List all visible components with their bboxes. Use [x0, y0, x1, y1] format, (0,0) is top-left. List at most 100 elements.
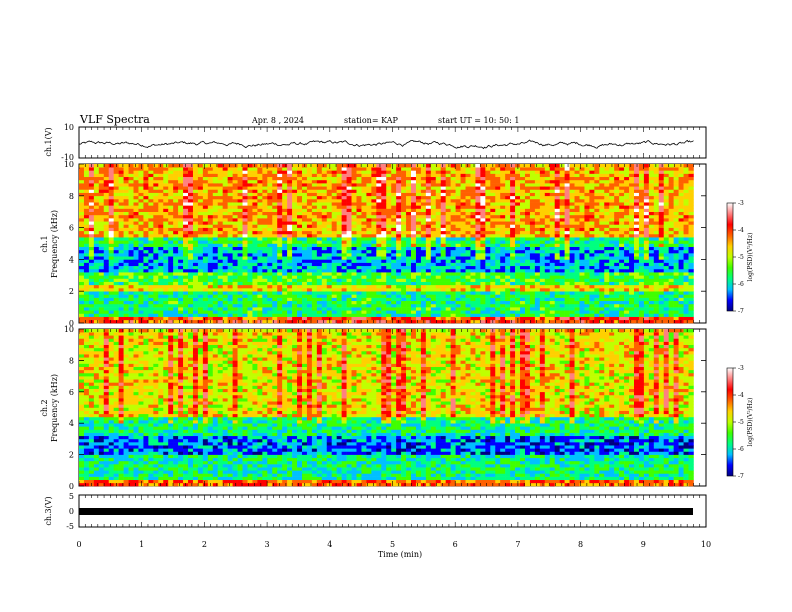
spectrogram-cell: [227, 272, 233, 276]
spectrogram-cell: [396, 179, 402, 184]
spectrogram-cell: [490, 189, 496, 193]
spectrogram-cell: [163, 189, 169, 193]
spectrogram-cell: [470, 262, 476, 267]
spectrogram-cell: [163, 192, 169, 197]
spectrogram-cell: [554, 243, 560, 247]
spectrogram-cell: [559, 316, 565, 321]
spectrogram-cell: [524, 278, 531, 282]
spectrogram-cell: [98, 170, 105, 174]
spectrogram-cell: [143, 164, 149, 168]
spectrogram-cell: [207, 170, 214, 174]
spectrogram-cell: [212, 183, 219, 187]
spectrogram-cell: [118, 173, 124, 178]
spectrogram-cell: [272, 179, 278, 184]
spectrogram-cell: [341, 240, 347, 244]
spectrogram-cell: [485, 198, 491, 203]
spectrogram-cell: [88, 253, 95, 257]
spectrogram-cell: [406, 224, 412, 228]
spectrogram-cell: [207, 202, 214, 206]
spectrogram-cell: [510, 167, 516, 171]
spectrogram-cell: [371, 183, 377, 187]
spectrogram-cell: [123, 265, 129, 270]
spectrogram-cell: [83, 227, 90, 232]
spectrogram-cell: [435, 284, 442, 289]
spectrogram-cell: [158, 316, 164, 321]
spectrogram-cell: [440, 240, 446, 244]
spectrogram-cell: [559, 272, 565, 276]
spectrogram-cell: [143, 195, 149, 200]
spectrogram-cell: [386, 176, 392, 181]
spectrogram-cell: [227, 176, 233, 181]
spectrogram-cell: [420, 240, 427, 244]
spectrogram-cell: [197, 297, 204, 302]
spectrogram-cell: [247, 288, 253, 292]
spectrogram-cell: [569, 313, 575, 317]
spectrogram-cell: [301, 297, 308, 302]
spectrogram-cell: [88, 278, 95, 282]
spectrogram-cell: [411, 300, 417, 305]
spectrogram-cell: [227, 265, 233, 270]
spectrogram-cell: [103, 310, 110, 314]
spectrogram-cell: [569, 253, 575, 257]
spectrogram-cell: [366, 167, 372, 171]
spectrogram-cell: [549, 291, 556, 295]
spectrogram-cell: [207, 240, 214, 244]
spectrogram-cell: [534, 278, 541, 282]
spectrogram-cell: [435, 198, 442, 203]
spectrogram-cell: [524, 202, 531, 206]
spectrogram-cell: [188, 227, 194, 232]
spectrogram-cell: [262, 268, 268, 273]
spectrogram-cell: [549, 227, 556, 232]
spectrogram-cell: [128, 221, 134, 225]
spectrogram-cell: [460, 240, 466, 244]
spectrogram-cell: [108, 278, 114, 282]
spectrogram-cell: [376, 262, 382, 267]
spectrogram-cell: [158, 205, 164, 209]
spectrogram-cell: [108, 205, 114, 209]
spectrogram-cell: [480, 218, 486, 222]
spectrogram-cell: [500, 288, 506, 292]
spectrogram-cell: [445, 186, 451, 190]
spectrogram-cell: [163, 208, 169, 212]
spectrogram-cell: [163, 319, 169, 324]
spectrogram-cell: [178, 278, 184, 282]
spectrogram-cell: [128, 272, 134, 276]
spectrogram-cell: [331, 218, 337, 222]
spectrogram-cell: [515, 303, 521, 308]
spectrogram-cell: [311, 170, 318, 174]
spectrogram-cell: [480, 246, 486, 251]
spectrogram-cell: [148, 253, 154, 257]
spectrogram-cell: [425, 218, 432, 222]
spectrogram-cell: [93, 230, 100, 235]
spectrogram-cell: [495, 170, 501, 174]
spectrogram-cell: [529, 202, 536, 206]
spectrogram-cell: [326, 246, 333, 251]
spectrogram-cell: [207, 249, 214, 254]
spectrogram-cell: [381, 291, 387, 295]
spectrogram-cell: [564, 281, 570, 286]
spectrogram-cell: [306, 288, 313, 292]
spectrogram-cell: [232, 316, 238, 321]
spectrogram-cell: [381, 278, 387, 282]
spectrogram-cell: [341, 227, 347, 232]
spectrogram-cell: [207, 253, 214, 257]
spectrogram-cell: [336, 205, 342, 209]
spectrogram-cell: [331, 316, 337, 321]
spectrogram-cell: [510, 218, 516, 222]
spectrogram-cell: [341, 205, 347, 209]
spectrogram-cell: [406, 183, 412, 187]
spectrogram-cell: [272, 186, 278, 190]
spectrogram-cell: [505, 256, 511, 260]
spectrogram-cell: [475, 294, 481, 298]
spectrogram-cell: [113, 176, 119, 181]
spectrogram-cell: [361, 211, 367, 216]
spectrogram-cell: [321, 259, 328, 263]
spectrogram-cell: [346, 221, 352, 225]
spectrogram-cell: [262, 307, 268, 311]
spectrogram-cell: [539, 259, 546, 263]
spectrogram-cell: [287, 237, 293, 241]
spectrogram-cell: [192, 275, 199, 279]
spectrogram-cell: [445, 211, 451, 216]
spectrogram-cell: [292, 195, 298, 200]
spectrogram-cell: [450, 265, 456, 270]
